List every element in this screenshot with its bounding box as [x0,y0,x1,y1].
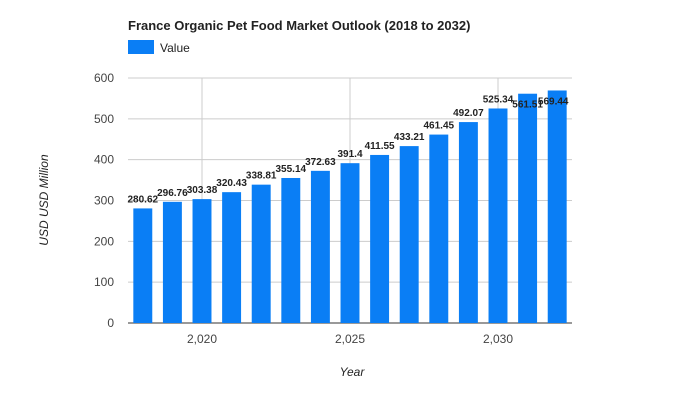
data-label: 280.62 [128,194,159,205]
data-label: 433.21 [394,132,425,143]
data-label: 303.38 [187,185,218,196]
y-tick-labels: 0 100 200 300 400 500 600 [94,71,114,330]
x-tick-labels: 2,020 2,025 2,030 [187,332,513,346]
bar [547,90,567,323]
chart-title: France Organic Pet Food Market Outlook (… [128,18,470,33]
bars [133,90,567,324]
data-label: 461.45 [424,121,455,132]
bar [518,93,538,323]
data-label: 372.63 [305,157,336,168]
bar [133,208,153,323]
legend-swatch-value [128,40,154,54]
bar [429,134,449,323]
data-label: 355.14 [276,164,307,175]
bar [162,201,182,323]
data-label: 561.51 [512,100,543,111]
data-label: 391.4 [337,149,362,160]
bar [488,108,508,323]
bar [251,184,271,323]
bar [370,154,390,323]
data-label: 525.34 [483,94,514,105]
legend-label-value: Value [160,41,190,55]
y-tick-label: 400 [94,153,114,167]
x-tick-label: 2,025 [335,332,365,346]
y-tick-label: 100 [94,275,114,289]
y-tick-label: 200 [94,234,114,248]
data-label: 320.43 [216,178,247,189]
x-tick-label: 2,030 [483,332,513,346]
y-tick-label: 600 [94,71,114,85]
x-axis-title: Year [340,365,366,379]
data-label: 411.55 [365,141,395,152]
bar [281,177,301,323]
bar [310,170,330,323]
x-tick-label: 2,020 [187,332,217,346]
bar [458,122,478,324]
bar [192,199,212,323]
data-label: 492.07 [453,108,484,119]
data-label: 338.81 [246,171,277,182]
bar [399,146,419,323]
data-label: 296.76 [157,188,188,199]
bar [222,192,242,323]
y-tick-label: 500 [94,112,114,126]
y-axis-title: USD USD Million [37,154,51,246]
bar [340,163,360,323]
y-tick-label: 300 [94,194,114,208]
y-tick-label: 0 [107,316,114,330]
data-label: 569.44 [538,96,569,107]
